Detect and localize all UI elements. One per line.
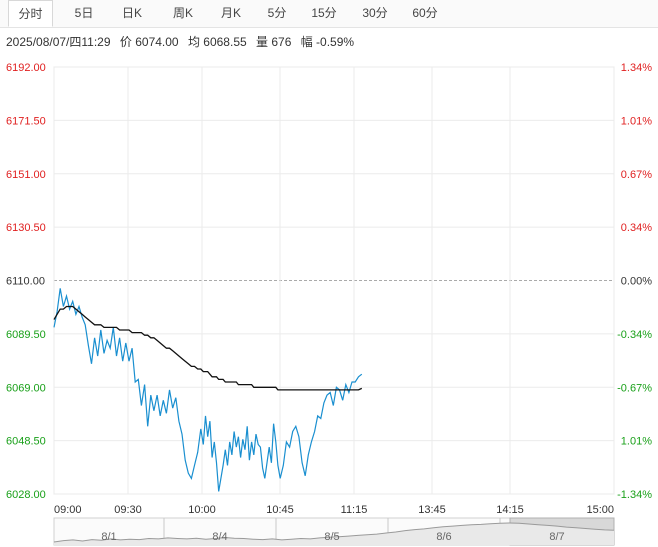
y-tick-percent: 1.34%: [621, 62, 652, 74]
tab-3[interactable]: 周K: [172, 6, 193, 20]
quote-info-bar: 2025/08/07/四11:29 价 6074.00 均 6068.55 量 …: [6, 33, 360, 50]
y-tick-percent: -1.34%: [617, 489, 652, 501]
y-tick-percent: 0.00%: [621, 276, 652, 288]
plot-frame: [53, 66, 615, 495]
y-tick-percent: -0.34%: [617, 329, 652, 341]
x-tick-label: 09:30: [114, 504, 142, 516]
y-tick-price: 6130.50: [6, 222, 46, 234]
tab-0[interactable]: 分时: [8, 0, 53, 27]
quote-datetime: 2025/08/07/四11:29: [6, 35, 111, 49]
overview-date-label: 8/6: [436, 531, 451, 543]
tab-4[interactable]: 月K: [220, 6, 241, 20]
tab-1[interactable]: 5日: [74, 6, 94, 20]
y-tick-percent: 1.01%: [621, 115, 652, 127]
x-tick-label: 15:00: [586, 504, 614, 516]
y-tick-price: 6192.00: [6, 62, 46, 74]
tab-2[interactable]: 日K: [121, 6, 142, 20]
tab-6[interactable]: 15分: [311, 6, 337, 20]
y-tick-price: 6048.50: [6, 436, 46, 448]
overview-date-label: 8/5: [324, 531, 339, 543]
quote-average: 均 6068.55: [187, 35, 247, 49]
overview-line: [53, 522, 615, 543]
y-tick-percent: 0.67%: [621, 169, 652, 181]
price-line: [53, 288, 363, 492]
y-tick-price: 6028.00: [6, 489, 46, 501]
tab-7[interactable]: 30分: [362, 6, 388, 20]
y-tick-price: 6110.00: [6, 276, 45, 288]
x-tick-label: 14:15: [496, 504, 524, 516]
x-tick-label: 09:00: [54, 504, 82, 516]
y-tick-price: 6151.00: [6, 169, 46, 181]
overview-date-label: 8/4: [212, 531, 227, 543]
y-tick-price: 6069.00: [6, 382, 46, 394]
y-tick-percent: 0.34%: [621, 222, 652, 234]
overview-date-label: 8/7: [549, 531, 564, 543]
overview-area: [54, 523, 614, 545]
y-tick-percent: -0.67%: [617, 382, 652, 394]
average-line: [53, 305, 363, 391]
x-tick-label: 10:45: [266, 504, 294, 516]
x-tick-label: 10:00: [188, 504, 216, 516]
overview-selection: [509, 517, 615, 546]
quote-price: 价 6074.00: [119, 35, 179, 49]
overview-date-label: 8/1: [101, 531, 116, 543]
y-tick-price: 6171.50: [6, 115, 46, 127]
x-tick-label: 13:45: [418, 504, 446, 516]
tab-5[interactable]: 5分: [267, 6, 287, 20]
overview-strip: [53, 517, 615, 546]
quote-volume: 量 676: [256, 35, 292, 49]
period-tabs: 分时 5日 日K 周K 月K 5分 15分 30分 60分: [0, 0, 658, 28]
y-tick-percent: 1.01%: [621, 436, 652, 448]
x-tick-label: 11:15: [341, 504, 368, 516]
tab-8[interactable]: 60分: [412, 6, 438, 20]
y-tick-price: 6089.50: [6, 329, 46, 341]
quote-change: 幅 -0.59%: [300, 35, 355, 49]
